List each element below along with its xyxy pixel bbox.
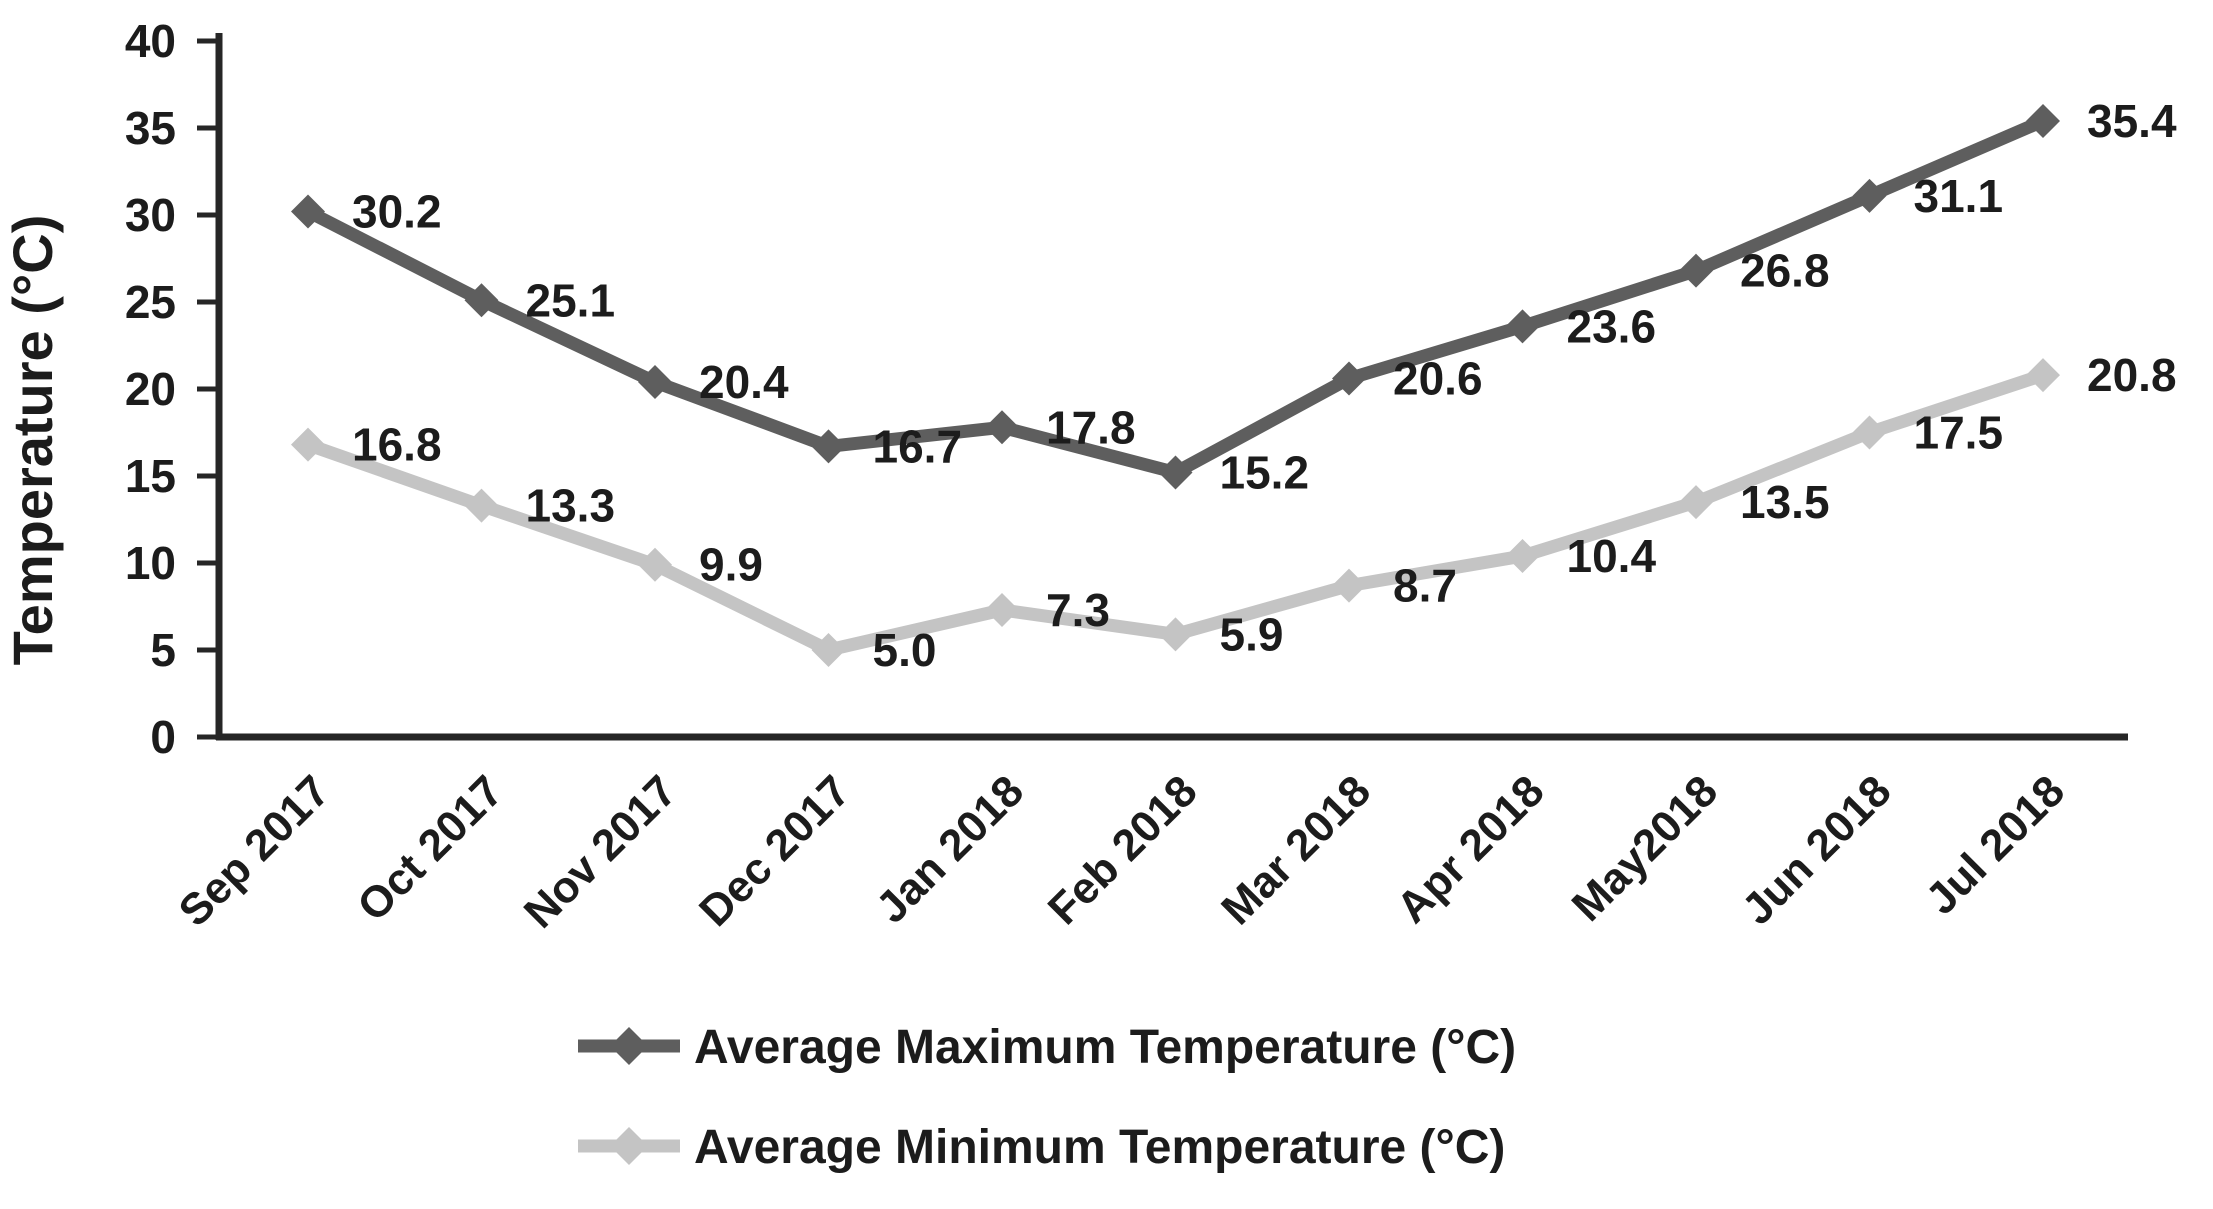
y-axis-title: Temperature (°C) (1, 215, 64, 666)
series-marker (1158, 617, 1193, 652)
data-label: 17.8 (1046, 401, 1136, 453)
series-marker (1852, 415, 1887, 450)
y-tick-label: 35 (125, 102, 176, 154)
min-temperature-series: 16.8 13.3 9.9 5.0 7.3 5.9 8.7 10.4 13.5 17.5 20.8 (291, 349, 2177, 676)
series-marker (1332, 568, 1366, 603)
y-tick-label: 0 (150, 711, 176, 763)
data-label: 8.7 (1393, 560, 1457, 612)
data-label: 13.5 (1740, 476, 1830, 528)
legend-label: Average Minimum Temperature (°C) (694, 1121, 1505, 1174)
series-marker (2026, 104, 2060, 139)
series-marker (638, 547, 672, 582)
data-label: 30.2 (352, 186, 442, 238)
data-label: 10.4 (1567, 530, 1657, 582)
data-label: 7.3 (1046, 584, 1110, 636)
series-marker (2026, 358, 2060, 393)
series-marker (1679, 485, 1713, 520)
y-tick-label: 25 (125, 276, 176, 328)
data-label: 5.0 (873, 624, 937, 676)
data-label: 20.4 (699, 356, 789, 408)
data-label: 17.5 (1914, 407, 2004, 459)
series-marker (464, 283, 499, 318)
legend-label: Average Maximum Temperature (°C) (694, 1021, 1516, 1074)
y-tick-label: 20 (125, 363, 176, 415)
series-marker (1505, 309, 1540, 344)
data-label: 35.4 (2087, 95, 2177, 147)
series-marker (464, 488, 499, 523)
y-tick-label: 40 (125, 15, 176, 67)
y-tick-label: 30 (125, 189, 176, 241)
legend-key-marker (610, 1027, 648, 1065)
data-label: 31.1 (1914, 170, 2004, 222)
series-marker (811, 429, 846, 464)
series-marker (811, 633, 846, 667)
series-marker (291, 427, 325, 462)
legend-item-min: Average Minimum Temperature (°C) (578, 1121, 1505, 1174)
series-marker (291, 194, 325, 229)
series-marker (638, 365, 672, 400)
legend-key-marker (610, 1127, 648, 1165)
data-label: 13.3 (526, 480, 616, 532)
series-marker (1679, 253, 1713, 288)
data-label: 9.9 (699, 539, 763, 591)
data-label: 20.6 (1393, 353, 1483, 405)
max-temperature-series: 30.2 25.1 20.4 16.7 17.8 15.2 20.6 23.6 26.8 31.1… (291, 95, 2177, 499)
data-label: 25.1 (526, 274, 616, 326)
series-marker (1332, 361, 1366, 396)
series-marker (985, 592, 1019, 627)
y-tick-label: 5 (150, 624, 176, 676)
series-marker (1158, 455, 1193, 490)
series-marker (985, 410, 1019, 445)
data-label: 20.8 (2087, 349, 2177, 401)
series-marker (1505, 539, 1540, 574)
data-label: 16.8 (352, 419, 442, 471)
data-label: 23.6 (1567, 300, 1657, 352)
data-label: 26.8 (1740, 245, 1830, 297)
legend-item-max: Average Maximum Temperature (°C) (578, 1021, 1516, 1074)
y-tick-label: 10 (125, 537, 176, 589)
series-marker (1852, 178, 1887, 213)
data-label: 16.7 (873, 420, 963, 472)
data-label: 15.2 (1220, 447, 1310, 499)
y-tick-label: 15 (125, 450, 176, 502)
data-label: 5.9 (1220, 608, 1284, 660)
